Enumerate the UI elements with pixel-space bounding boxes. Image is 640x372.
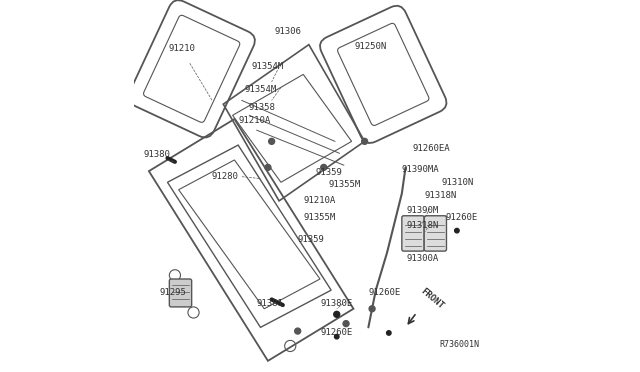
Text: 91250N: 91250N xyxy=(354,42,387,51)
Text: 91359: 91359 xyxy=(297,235,324,244)
Text: 91318N: 91318N xyxy=(406,221,438,230)
Text: 91210: 91210 xyxy=(169,44,196,53)
Circle shape xyxy=(369,306,375,312)
Text: 91295: 91295 xyxy=(159,288,186,296)
Text: 91390MA: 91390MA xyxy=(402,165,439,174)
Circle shape xyxy=(362,138,367,144)
Circle shape xyxy=(334,311,340,317)
Text: 91260E: 91260E xyxy=(321,328,353,337)
Circle shape xyxy=(265,164,271,170)
Circle shape xyxy=(335,334,339,339)
Text: 91260E: 91260E xyxy=(369,288,401,296)
Text: 91355M: 91355M xyxy=(304,213,336,222)
Circle shape xyxy=(269,138,275,144)
Text: 91358: 91358 xyxy=(249,103,276,112)
Text: 91354M: 91354M xyxy=(244,85,276,94)
Circle shape xyxy=(454,228,459,233)
Text: 91354M: 91354M xyxy=(252,62,284,71)
Circle shape xyxy=(343,321,349,327)
Text: 91380: 91380 xyxy=(144,150,171,159)
Text: 91260E: 91260E xyxy=(445,213,477,222)
FancyBboxPatch shape xyxy=(424,216,447,251)
Circle shape xyxy=(387,331,391,335)
Text: 91300A: 91300A xyxy=(406,254,438,263)
Text: 91318N: 91318N xyxy=(425,191,457,200)
Text: 91380E: 91380E xyxy=(321,299,353,308)
Text: 91210A: 91210A xyxy=(239,116,271,125)
Text: 91306: 91306 xyxy=(275,27,302,36)
Text: 91355M: 91355M xyxy=(328,180,360,189)
Text: 91280: 91280 xyxy=(212,172,239,181)
Text: FRONT: FRONT xyxy=(419,286,445,311)
Text: R736001N: R736001N xyxy=(440,340,479,349)
Text: 91390M: 91390M xyxy=(406,206,438,215)
Text: 91359: 91359 xyxy=(316,169,343,177)
Text: 91381: 91381 xyxy=(257,299,284,308)
Text: 91310N: 91310N xyxy=(442,178,474,187)
Circle shape xyxy=(294,328,301,334)
FancyBboxPatch shape xyxy=(170,279,191,307)
Circle shape xyxy=(321,164,326,170)
FancyBboxPatch shape xyxy=(402,216,424,251)
Text: 91260EA: 91260EA xyxy=(413,144,451,153)
Text: 91210A: 91210A xyxy=(304,196,336,205)
